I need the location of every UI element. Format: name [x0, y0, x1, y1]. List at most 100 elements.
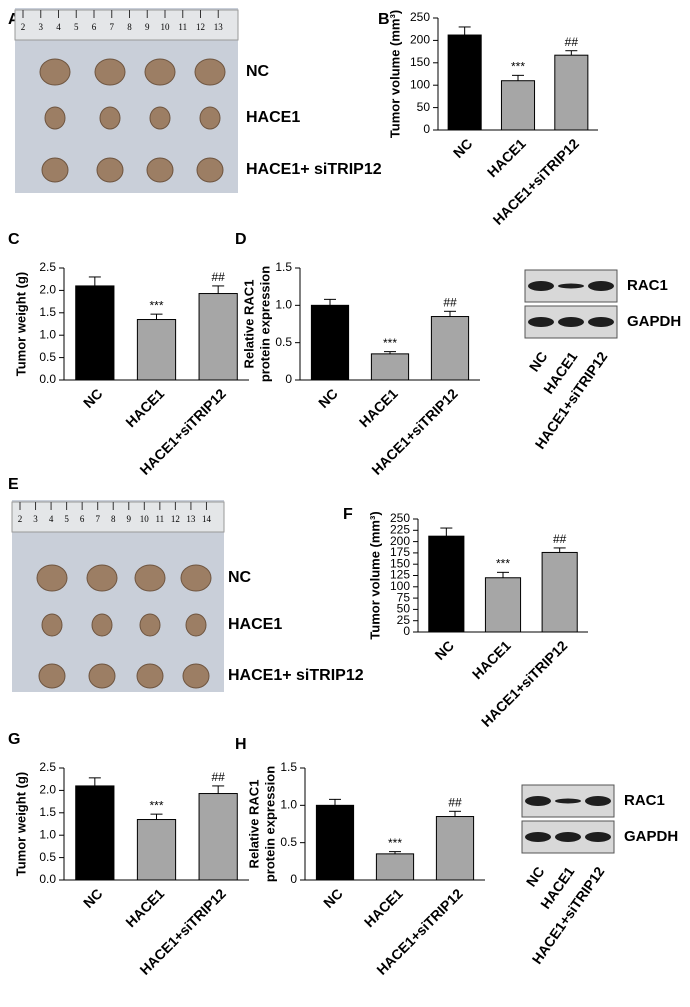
ruler-number: 4 [49, 514, 54, 524]
error-bar [512, 74, 524, 81]
significance-label: *** [383, 336, 397, 350]
y-tick-label: 1.5 [39, 805, 56, 819]
y-tick-label: 50 [417, 100, 431, 114]
y-tick-label: 175 [390, 545, 410, 559]
tumor [88, 663, 116, 689]
bar [136, 819, 177, 881]
error-bar [88, 276, 101, 286]
significance-label: ## [448, 795, 462, 809]
blot-band [558, 283, 584, 289]
error-bar [150, 813, 163, 820]
blot-band [555, 832, 581, 842]
significance-label: *** [149, 298, 163, 312]
tumor [91, 613, 113, 637]
y-tick-label: 25 [397, 613, 411, 627]
tumor [86, 564, 118, 592]
y-tick-label: 0 [285, 372, 292, 386]
ruler-number: 10 [161, 22, 171, 32]
x-tick-label: HACE1 [356, 385, 401, 430]
lane-label: NC [526, 349, 551, 375]
significance-label: ## [211, 270, 225, 284]
error-bar [88, 777, 101, 786]
group-label: HACE1 [246, 109, 300, 126]
group-label: HACE1+ siTRIP12 [246, 161, 382, 178]
panel-letter: C [8, 231, 20, 248]
bar [430, 316, 470, 381]
y-axis-label: Tumor volume (mm³) [367, 511, 382, 639]
group-label: NC [228, 569, 252, 586]
tumor [144, 58, 176, 86]
y-tick-label: 250 [410, 10, 430, 24]
bar [484, 577, 522, 633]
tumor [134, 564, 166, 592]
x-tick-label: HACE1 [122, 385, 167, 430]
blot-band [555, 798, 581, 804]
y-axis-label: Tumor volume (mm³) [387, 10, 402, 138]
y-axis-label: Relative RAC1 [241, 280, 256, 369]
y-tick-label: 1.0 [39, 827, 56, 841]
blot-band [525, 832, 551, 842]
y-tick-label: 1.5 [39, 305, 56, 319]
y-tick-label: 0.5 [275, 335, 292, 349]
x-tick-label: NC [80, 885, 106, 911]
band-label: GAPDH [624, 828, 678, 845]
ruler-number: 12 [196, 22, 205, 32]
error-bar [212, 285, 225, 294]
ruler-number: 7 [95, 514, 100, 524]
tumor [180, 564, 212, 592]
y-tick-label: 2.0 [39, 283, 56, 297]
y-tick-label: 200 [410, 33, 430, 47]
y-tick-label: 0.5 [280, 835, 297, 849]
significance-label: ## [443, 295, 457, 309]
y-tick-label: 150 [390, 556, 410, 570]
ruler-number: 11 [156, 514, 165, 524]
bar [136, 319, 177, 381]
ruler-number: 8 [111, 514, 116, 524]
group-label: HACE1+ siTRIP12 [228, 667, 364, 684]
ruler-number: 3 [39, 22, 44, 32]
tumor [38, 663, 66, 689]
y-tick-label: 1.0 [280, 798, 297, 812]
ruler-number: 6 [80, 514, 85, 524]
tumor [185, 613, 207, 637]
tumor [41, 157, 69, 183]
y-tick-label: 2.0 [39, 783, 56, 797]
ruler-number: 2 [21, 22, 26, 32]
x-tick-label: HACE1 [361, 885, 406, 930]
blot-band [528, 281, 554, 291]
y-tick-label: 200 [390, 534, 410, 548]
y-tick-label: 1.5 [275, 260, 292, 274]
x-tick-label: NC [431, 637, 457, 663]
x-tick-label: HACE1 [469, 637, 514, 682]
bar [198, 293, 238, 381]
tumor [199, 106, 221, 130]
error-bar [440, 527, 453, 537]
significance-label: ## [565, 35, 579, 49]
group-label: HACE1 [228, 616, 282, 633]
tumor [39, 58, 71, 86]
error-bar [444, 310, 456, 317]
y-tick-label: 0.5 [39, 850, 56, 864]
error-bar [329, 798, 341, 806]
ruler-number: 13 [186, 514, 196, 524]
ruler-number: 2 [18, 514, 23, 524]
significance-label: *** [511, 60, 525, 74]
y-tick-label: 50 [397, 602, 411, 616]
error-bar [449, 810, 461, 817]
y-tick-label: 0.0 [39, 872, 56, 886]
y-axis-label: protein expression [257, 266, 272, 382]
y-tick-label: 250 [390, 511, 410, 525]
tumor [36, 564, 68, 592]
y-tick-label: 0 [423, 122, 430, 136]
blot-band [588, 317, 614, 327]
tumor [99, 106, 121, 130]
y-tick-label: 0 [403, 624, 410, 638]
blot-band [585, 832, 611, 842]
significance-label: ## [211, 770, 225, 784]
bar [435, 816, 475, 881]
blot-band [585, 796, 611, 806]
ruler-number: 4 [56, 22, 61, 32]
ruler-number: 14 [202, 514, 212, 524]
y-tick-label: 225 [390, 522, 410, 536]
ruler-number: 12 [171, 514, 180, 524]
